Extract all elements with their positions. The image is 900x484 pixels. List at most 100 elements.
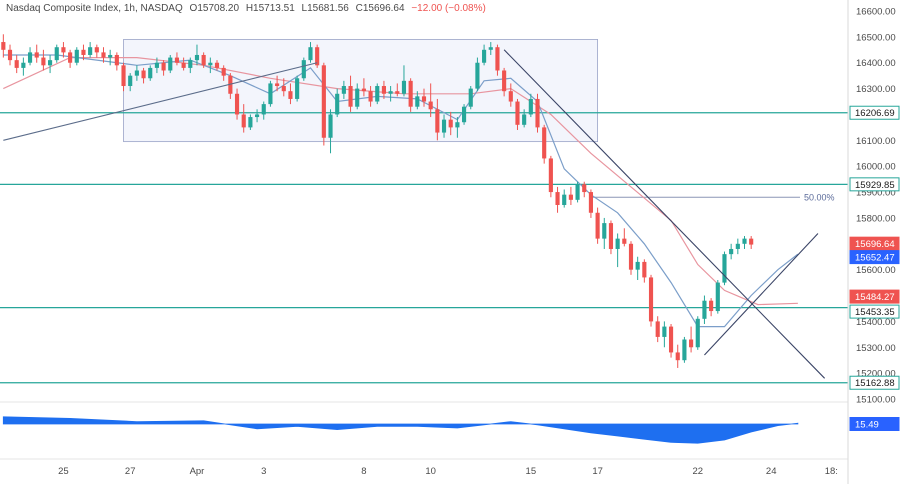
candle-body (502, 70, 507, 92)
y-tick-label: 15100.00 (856, 395, 896, 406)
price-tag-1-label: 15652.47 (855, 253, 895, 264)
candle-body (608, 223, 614, 249)
candle-body (1, 42, 6, 50)
candle-body (88, 47, 93, 55)
level-tag-1-box (849, 177, 900, 192)
candle-body (181, 62, 186, 68)
candle-body (595, 212, 600, 239)
candle-body (214, 62, 220, 68)
candle-body (495, 47, 500, 71)
candle-body (628, 243, 634, 270)
candle-body (635, 261, 640, 270)
candle-body (482, 49, 487, 63)
candle-body (128, 75, 133, 87)
candle-body (248, 117, 253, 128)
y-tick-label: 15200.00 (856, 369, 896, 380)
candle-body (148, 67, 153, 79)
candle-body (522, 114, 527, 125)
price-tags-layer: 16206.69 15929.85 15453.35 15162.88 15696.64… (849, 105, 900, 431)
candle-body (588, 192, 593, 213)
candle-body (261, 104, 266, 115)
x-tick-label: 15 (526, 466, 537, 477)
candle-body (722, 254, 727, 283)
close-value: C15696.64 (355, 3, 405, 14)
candle-body (655, 321, 660, 337)
level-tag-1: 15929.85 (849, 177, 900, 192)
candle-body (428, 101, 433, 110)
candle-body (548, 158, 553, 193)
x-tick-label: 22 (692, 466, 703, 477)
candle-body (154, 62, 159, 68)
level-tag-2: 15453.35 (849, 304, 900, 319)
candle-body (435, 109, 440, 133)
x-tick-label: 8 (361, 466, 366, 477)
y-tick-label: 15900.00 (856, 188, 896, 199)
y-tick-label: 15800.00 (856, 213, 896, 224)
candle-body (328, 114, 333, 138)
candle-body (108, 54, 113, 58)
y-tick-label: 15600.00 (856, 265, 896, 276)
trendlines-layer (3, 49, 826, 379)
candle-body (401, 80, 407, 94)
oscillator-tag: 15.49 (849, 417, 900, 431)
candle-body (308, 47, 313, 61)
candle-body (381, 86, 387, 94)
candle-body (542, 127, 547, 159)
candle-body (675, 352, 680, 361)
level-tag-2-box (849, 304, 900, 319)
y-tick-label: 16400.00 (856, 58, 896, 69)
fib-50-label: 50.00% (804, 193, 835, 203)
y-tick-label: 16500.00 (856, 32, 896, 43)
y-tick-label: 16600.00 (856, 7, 896, 18)
x-tick-label: 25 (58, 466, 69, 477)
candle-body (54, 47, 59, 61)
candle-body (194, 54, 200, 61)
candle-body (508, 91, 513, 102)
candle-body (562, 194, 567, 205)
price-tag-1-box (849, 250, 900, 265)
candle-body (141, 70, 146, 79)
candle-body (101, 52, 106, 58)
x-tick-label: 17 (592, 466, 603, 477)
candle-body (361, 88, 366, 92)
candle-body (448, 119, 453, 128)
candle-body (642, 261, 647, 278)
candle-body (241, 114, 246, 128)
candle-body (348, 86, 353, 107)
y-tick-label: 15300.00 (856, 343, 896, 354)
candle-body (74, 49, 79, 63)
candle-body (48, 60, 53, 66)
candle-body (582, 184, 587, 193)
candle-body (7, 49, 13, 61)
price-tag-2-label: 15484.27 (855, 292, 895, 303)
candle-body (161, 62, 166, 71)
candle-body (301, 60, 306, 79)
horizontal-levels-layer: 50.00% (0, 112, 848, 384)
price-tag-0: 15696.64 (849, 236, 900, 251)
candle-body (34, 52, 39, 58)
candle-body (234, 93, 240, 115)
ohlc-header: Nasdaq Composite Index, 1h, NASDAQ O1570… (6, 3, 490, 14)
candle-body (61, 47, 66, 53)
time-axis[interactable]: 25 27 Apr 3 8 10 15 17 22 24 18: (58, 466, 838, 477)
open-value: O15708.20 (189, 3, 240, 14)
candle-body (408, 80, 413, 107)
rising-trendline (3, 62, 318, 141)
y-tick-label: 16000.00 (856, 162, 896, 173)
x-tick-label: 27 (125, 466, 136, 477)
symbol-title: Nasdaq Composite Index, 1h, NASDAQ (6, 3, 183, 14)
level-tag-0-label: 16206.69 (855, 108, 895, 119)
candle-body (321, 65, 326, 138)
x-tick-label: Apr (190, 466, 205, 477)
candle-body (174, 57, 180, 63)
candle-body (375, 86, 380, 102)
candle-body (421, 96, 427, 102)
candle-body (341, 86, 346, 94)
oscillator-pane (0, 401, 848, 460)
candle-body (528, 98, 533, 115)
candle-body (568, 194, 573, 200)
candle-body (121, 65, 126, 87)
level-tag-1-label: 15929.85 (855, 180, 895, 191)
candle-body (395, 91, 400, 94)
